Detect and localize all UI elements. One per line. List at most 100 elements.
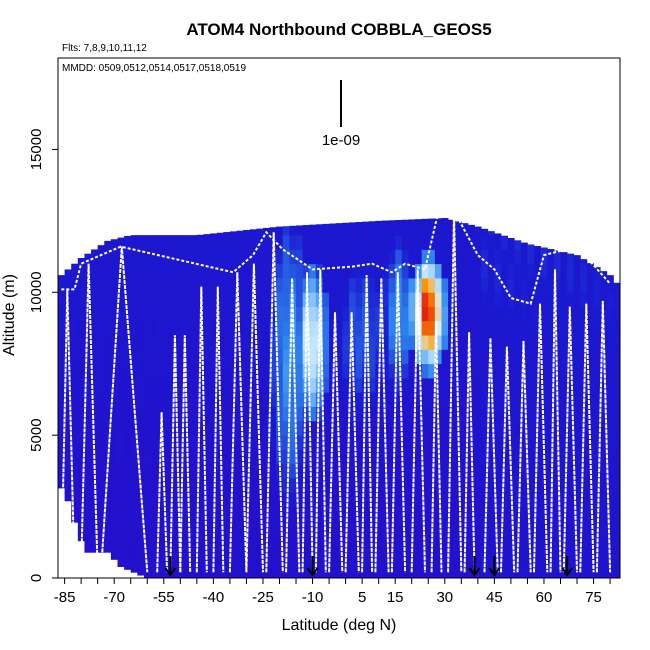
heatmap-cell: [553, 449, 561, 465]
heatmap-cell: [143, 263, 151, 279]
flight-arrow: [561, 556, 573, 577]
heatmap-cell: [322, 235, 330, 250]
heatmap-cell: [395, 449, 403, 465]
heatmap-cell: [434, 278, 442, 293]
heatmap-cell: [507, 563, 515, 579]
heatmap-cell: [494, 435, 502, 450]
heatmap-cell: [421, 335, 429, 350]
heatmap-cell: [163, 463, 171, 479]
heatmap-cell: [137, 463, 145, 479]
heatmap-cell: [342, 278, 350, 293]
heatmap-cell: [487, 392, 495, 407]
flight-profile: [410, 269, 426, 573]
heatmap-cell: [613, 478, 621, 493]
heatmap-cell: [500, 392, 508, 407]
heatmap-cell: [163, 349, 171, 365]
heatmap-cell: [177, 320, 185, 336]
heatmap-cell: [428, 292, 436, 307]
heatmap-cell: [454, 349, 462, 365]
heatmap-cell: [448, 520, 456, 536]
heatmap-cell: [368, 463, 376, 479]
heatmap-cell: [269, 549, 277, 565]
heatmap-cell: [481, 292, 489, 307]
heatmap-cell: [130, 406, 138, 422]
heatmap-cell: [527, 349, 535, 365]
heatmap-cell: [514, 420, 522, 436]
heatmap-cell: [415, 406, 423, 422]
heatmap-cell: [375, 463, 383, 479]
heatmap-cell: [150, 435, 158, 450]
heatmap-cell: [368, 492, 376, 507]
heatmap-cell: [487, 406, 495, 422]
heatmap-cell: [428, 278, 436, 293]
heatmap-cell: [434, 406, 442, 422]
heatmap-cell: [249, 478, 257, 493]
flight-profile: [179, 335, 192, 573]
heatmap-cell: [71, 449, 79, 465]
heatmap-cell: [375, 449, 383, 465]
heatmap-cell: [547, 478, 555, 493]
heatmap-cell: [375, 249, 383, 265]
heatmap-cell: [606, 275, 614, 279]
heatmap-cell: [428, 463, 436, 479]
heatmap-cell: [560, 435, 568, 450]
heatmap-cell: [481, 420, 489, 436]
heatmap-cell: [124, 363, 132, 379]
heatmap-cell: [547, 363, 555, 379]
heatmap-cell: [567, 278, 575, 293]
heatmap-cell: [408, 306, 416, 322]
heatmap-cell: [302, 478, 310, 493]
heatmap-cell: [210, 320, 218, 336]
heatmap-cell: [520, 392, 528, 407]
heatmap-cell: [163, 292, 171, 307]
heatmap-cell: [91, 520, 99, 536]
heatmap-cell: [467, 224, 475, 236]
heatmap-cell: [296, 320, 304, 336]
heatmap-cell: [408, 278, 416, 293]
heatmap-cell: [401, 320, 409, 336]
heatmap-cell: [593, 363, 601, 379]
heatmap-cell: [573, 349, 581, 365]
heatmap-cell: [243, 392, 251, 407]
heatmap-cell: [441, 378, 449, 393]
heatmap-cell: [157, 378, 165, 393]
heatmap-cell: [520, 478, 528, 493]
heatmap-cell: [481, 363, 489, 379]
heatmap-cell: [143, 420, 151, 436]
heatmap-cell: [600, 420, 608, 436]
heatmap-cell: [256, 492, 264, 507]
heatmap-cell: [467, 335, 475, 350]
heatmap-cell: [448, 249, 456, 265]
heatmap-cell: [223, 349, 231, 365]
heatmap-cell: [401, 378, 409, 393]
heatmap-cell: [560, 378, 568, 393]
heatmap-cell: [348, 249, 356, 265]
heatmap-cell: [170, 278, 178, 293]
heatmap-cell: [474, 278, 482, 293]
heatmap-cell: [104, 478, 112, 493]
heatmap-cell: [507, 406, 515, 422]
heatmap-cell: [547, 263, 555, 279]
heatmap-cell: [527, 478, 535, 493]
heatmap-cell: [177, 492, 185, 507]
heatmap-cell: [613, 420, 621, 436]
heatmap-cell: [441, 520, 449, 536]
heatmap-cell: [586, 263, 594, 265]
heatmap-cell: [256, 520, 264, 536]
heatmap-cell: [130, 292, 138, 307]
heatmap-cell: [527, 249, 535, 265]
heatmap-cell: [401, 306, 409, 322]
flight-arrow: [468, 556, 481, 577]
heatmap-cell: [395, 435, 403, 450]
heatmap-cell: [203, 306, 211, 322]
heatmap-cell: [110, 320, 118, 336]
heatmap-cell: [474, 506, 482, 522]
heatmap-cell: [593, 435, 601, 450]
heatmap-cell: [342, 335, 350, 350]
heatmap-cell: [467, 478, 475, 493]
x-tick-label: 60: [536, 589, 553, 606]
heatmap-cell: [500, 263, 508, 279]
heatmap-cell: [375, 320, 383, 336]
heatmap-cell: [428, 406, 436, 422]
heatmap-cell: [534, 563, 542, 579]
